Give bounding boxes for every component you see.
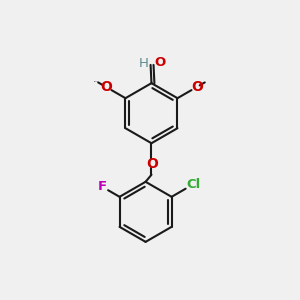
Text: methyl: methyl [94, 81, 99, 82]
Text: H: H [138, 57, 148, 70]
Text: F: F [98, 181, 107, 194]
Text: O: O [100, 80, 112, 94]
Text: O: O [147, 157, 159, 170]
Text: O: O [154, 56, 166, 69]
Text: O: O [191, 80, 203, 94]
Text: Cl: Cl [187, 178, 201, 190]
